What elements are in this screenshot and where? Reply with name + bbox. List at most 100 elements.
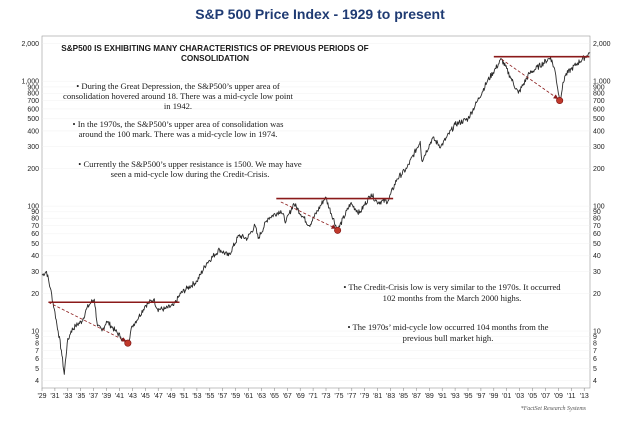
trend-arrows: [48, 58, 559, 342]
y-tick-label-left: 60: [31, 231, 39, 238]
low-markers: [124, 97, 564, 347]
y-tick-label-right: 800: [593, 91, 605, 98]
x-tick-label: '59: [231, 393, 240, 400]
x-tick-label: '85: [399, 393, 408, 400]
x-tick-label: '67: [283, 393, 292, 400]
y-tick-label-right: 20: [593, 291, 601, 298]
annotation-credit-crisis: 102 months from the March 2000 highs.: [383, 293, 522, 303]
x-tick-label: '91: [438, 393, 447, 400]
x-tick-label: '61: [244, 393, 253, 400]
y-tick-label-right: 70: [593, 223, 601, 230]
y-tick-label-right: 7: [593, 348, 597, 355]
annotation-heading: CONSOLIDATION: [181, 54, 249, 63]
x-tick-label: '45: [141, 393, 150, 400]
trend-arrow: [48, 301, 127, 342]
y-tick-label-right: 4: [593, 378, 597, 385]
y-tick-label-left: 600: [27, 106, 39, 113]
x-tick-label: '79: [360, 393, 369, 400]
y-tick-label-left: 8: [35, 341, 39, 348]
x-tick-label: '03: [515, 393, 524, 400]
annotation-1970s: • In the 1970s, the S&P500’s upper area …: [73, 119, 285, 129]
y-tick-label-left: 20: [31, 291, 39, 298]
y-tick-label-right: 2,000: [593, 41, 611, 48]
annotation-great-depression: consolidation hovered around 18. There w…: [63, 91, 294, 101]
y-tick-label-left: 4: [35, 378, 39, 385]
x-tick-label: '33: [63, 393, 72, 400]
resistance-lines: [48, 55, 590, 304]
y-tick-label-left: 300: [27, 144, 39, 151]
x-tick-label: '01: [502, 393, 511, 400]
y-tick-label-left: 30: [31, 269, 39, 276]
y-tick-label-right: 5: [593, 366, 597, 373]
y-tick-label-left: 50: [31, 241, 39, 248]
mid-cycle-low-marker: [124, 339, 132, 347]
annotation-heading: S&P500 IS EXHIBITING MANY CHARACTERISTIC…: [61, 44, 368, 53]
x-tick-label: '69: [296, 393, 305, 400]
y-tick-label-left: 70: [31, 223, 39, 230]
annotations: S&P500 IS EXHIBITING MANY CHARACTERISTIC…: [61, 44, 586, 412]
x-tick-label: '99: [489, 393, 498, 400]
x-tick-label: '39: [102, 393, 111, 400]
x-tick-label: '43: [128, 393, 137, 400]
mid-cycle-low-marker: [556, 97, 564, 105]
x-tick-label: '11: [567, 393, 576, 400]
y-tick-label-left: 100: [27, 204, 39, 211]
y-tick-label-right: 6: [593, 356, 597, 363]
annotation-great-depression: in 1942.: [164, 101, 192, 111]
annotation-current: • Currently the S&P500’s upper resistanc…: [78, 159, 302, 169]
x-tick-label: '95: [463, 393, 472, 400]
x-tick-label: '49: [167, 393, 176, 400]
y-tick-label-right: 50: [593, 241, 601, 248]
x-tick-label: '47: [154, 393, 163, 400]
x-tick-label: '97: [476, 393, 485, 400]
x-tick-label: '65: [270, 393, 279, 400]
annotation-1970s-low: previous bull market high.: [403, 333, 494, 343]
y-tick-label-right: 300: [593, 144, 605, 151]
y-tick-label-right: 700: [593, 98, 605, 105]
y-tick-label-left: 900: [27, 84, 39, 91]
y-tick-label-left: 6: [35, 356, 39, 363]
y-tick-label-right: 80: [593, 216, 601, 223]
x-tick-label: '93: [451, 393, 460, 400]
y-tick-label-left: 400: [27, 128, 39, 135]
x-tick-label: '07: [541, 393, 550, 400]
y-tick-label-left: 500: [27, 116, 39, 123]
y-tick-label-right: 40: [593, 253, 601, 260]
y-tick-label-right: 9: [593, 334, 597, 341]
y-tick-label-right: 600: [593, 106, 605, 113]
y-tick-label-left: 80: [31, 216, 39, 223]
x-tick-label: '73: [321, 393, 330, 400]
x-tick-label: '75: [334, 393, 343, 400]
x-tick-label: '29: [37, 393, 46, 400]
x-tick-label: '53: [192, 393, 201, 400]
grid-lines: [42, 43, 590, 381]
annotation-credit-crisis: • The Credit-Crisis low is very similar …: [343, 282, 561, 292]
x-tick-label: '09: [554, 393, 563, 400]
y-tick-label-right: 500: [593, 116, 605, 123]
price-series-line: [41, 52, 591, 375]
x-tick-label: '41: [115, 393, 124, 400]
y-tick-label-left: 2,000: [21, 41, 39, 48]
x-tick-label: '37: [89, 393, 98, 400]
trend-arrow: [280, 201, 337, 229]
annotation-current: seen a mid-cycle low during the Credit-C…: [111, 169, 270, 179]
y-tick-label-right: 30: [593, 269, 601, 276]
y-tick-label-left: 10: [31, 328, 39, 335]
y-tick-label-left: 800: [27, 91, 39, 98]
x-tick-label: '89: [425, 393, 434, 400]
y-tick-label-right: 400: [593, 128, 605, 135]
chart-title: S&P 500 Price Index - 1929 to present: [195, 6, 445, 22]
x-tick-label: '13: [580, 393, 589, 400]
y-tick-label-right: 10: [593, 328, 601, 335]
y-tick-label-right: 1,000: [593, 79, 611, 86]
y-tick-label-right: 200: [593, 166, 605, 173]
x-tick-label: '81: [373, 393, 382, 400]
y-tick-label-right: 900: [593, 84, 605, 91]
x-tick-label: '51: [179, 393, 188, 400]
y-tick-label-left: 200: [27, 166, 39, 173]
y-tick-label-left: 7: [35, 348, 39, 355]
y-tick-label-left: 90: [31, 209, 39, 216]
annotation-1970s-low: • The 1970s’ mid-cycle low occurred 104 …: [347, 322, 548, 332]
x-tick-label: '71: [309, 393, 318, 400]
y-axis-left: 2,0001,000900800700600500400300200100908…: [21, 41, 39, 385]
